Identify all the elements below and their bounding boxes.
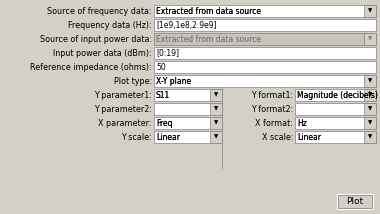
Text: Linear: Linear <box>297 132 321 141</box>
Bar <box>338 195 372 208</box>
Text: Source of frequency data:: Source of frequency data: <box>48 6 152 15</box>
Text: ▼: ▼ <box>214 120 218 125</box>
Text: ▼: ▼ <box>368 9 372 13</box>
Text: X scale:: X scale: <box>261 132 293 141</box>
Bar <box>295 131 376 143</box>
Bar <box>364 89 376 101</box>
Text: Source of input power data:: Source of input power data: <box>40 34 152 43</box>
Text: ▼: ▼ <box>214 107 218 111</box>
Text: Extracted from data source: Extracted from data source <box>156 6 261 15</box>
Bar <box>337 194 373 209</box>
Text: Plot type:: Plot type: <box>114 76 152 86</box>
Bar <box>154 5 376 17</box>
Text: Y parameter2:: Y parameter2: <box>94 104 152 113</box>
Bar <box>364 117 376 129</box>
Bar <box>210 117 222 129</box>
Text: Hz: Hz <box>297 119 307 128</box>
Text: Linear: Linear <box>156 132 180 141</box>
Text: X-Y plane: X-Y plane <box>156 76 191 86</box>
Bar <box>154 19 376 31</box>
Text: Freq: Freq <box>156 119 173 128</box>
Text: Input power data (dBm):: Input power data (dBm): <box>53 49 152 58</box>
Text: ▼: ▼ <box>368 79 372 83</box>
Text: Linear: Linear <box>156 132 180 141</box>
Text: Hz: Hz <box>297 119 307 128</box>
Text: Reference impedance (ohms):: Reference impedance (ohms): <box>30 62 152 71</box>
Text: ▼: ▼ <box>368 92 372 98</box>
Text: S11: S11 <box>156 91 170 100</box>
Bar <box>154 75 376 87</box>
Bar <box>154 131 222 143</box>
Bar <box>210 131 222 143</box>
Bar <box>364 75 376 87</box>
Text: Y format2:: Y format2: <box>251 104 293 113</box>
Bar <box>364 131 376 143</box>
Text: Freq: Freq <box>156 119 173 128</box>
Bar <box>295 117 376 129</box>
Text: [0:19]: [0:19] <box>156 49 179 58</box>
Text: ▼: ▼ <box>214 135 218 140</box>
Text: ▼: ▼ <box>368 120 372 125</box>
Text: Frequency data (Hz):: Frequency data (Hz): <box>68 21 152 30</box>
Bar <box>364 33 376 45</box>
Bar <box>210 89 222 101</box>
Text: Y scale:: Y scale: <box>121 132 152 141</box>
Text: Y parameter1:: Y parameter1: <box>94 91 152 100</box>
Bar <box>210 103 222 115</box>
Bar <box>154 103 222 115</box>
Text: ▼: ▼ <box>368 135 372 140</box>
Bar <box>154 47 376 59</box>
Text: ▼: ▼ <box>368 107 372 111</box>
Text: X parameter:: X parameter: <box>98 119 152 128</box>
Text: Magnitude (decibels): Magnitude (decibels) <box>297 91 378 100</box>
Text: ▼: ▼ <box>214 92 218 98</box>
Text: Linear: Linear <box>297 132 321 141</box>
Bar <box>154 33 376 45</box>
Text: X-Y plane: X-Y plane <box>156 76 191 86</box>
Text: Plot: Plot <box>347 197 364 206</box>
Bar <box>154 89 222 101</box>
Text: S11: S11 <box>156 91 170 100</box>
Text: Y format1:: Y format1: <box>251 91 293 100</box>
Bar <box>154 117 222 129</box>
Bar <box>154 61 376 73</box>
Bar <box>295 103 376 115</box>
Bar <box>364 103 376 115</box>
Text: 50: 50 <box>156 62 166 71</box>
Text: Extracted from data source: Extracted from data source <box>156 6 261 15</box>
Text: Magnitude (decibels): Magnitude (decibels) <box>297 91 378 100</box>
Text: [1e9,1e8,2.9e9]: [1e9,1e8,2.9e9] <box>156 21 217 30</box>
Text: ▼: ▼ <box>368 37 372 42</box>
Bar <box>364 5 376 17</box>
Text: Extracted from data source: Extracted from data source <box>156 34 261 43</box>
Bar <box>295 89 376 101</box>
Text: X format:: X format: <box>255 119 293 128</box>
Text: Extracted from data source: Extracted from data source <box>156 34 261 43</box>
